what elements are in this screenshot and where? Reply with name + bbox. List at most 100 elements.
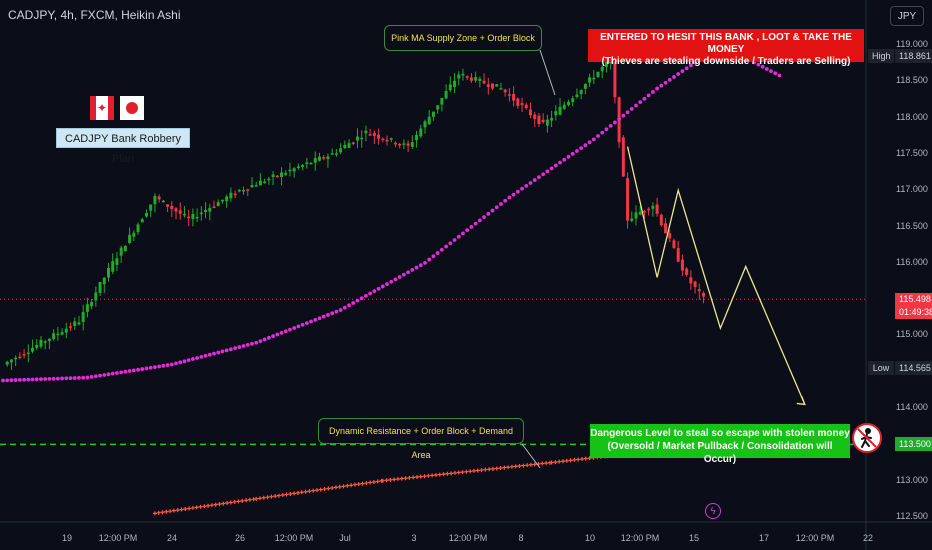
candle-body: [267, 178, 271, 181]
lower-ma-mark: [360, 481, 365, 486]
lower-ma-mark: [240, 498, 245, 503]
candle-body: [368, 134, 372, 136]
time-tick-label: 12:00 PM: [795, 533, 835, 543]
pink-ma-dot: [81, 375, 86, 380]
lower-ma-mark: [171, 508, 176, 513]
pink-ma-dot: [338, 308, 343, 312]
pink-ma-dot: [186, 358, 191, 363]
logo-icon[interactable]: ϟ: [705, 503, 721, 519]
candle-body: [524, 104, 528, 109]
candle-body: [415, 134, 419, 141]
lower-ma-mark: [422, 474, 427, 479]
lower-ma-mark: [418, 474, 423, 479]
pink-ma-dot: [608, 123, 613, 128]
lower-ma-mark: [217, 502, 222, 507]
pink-ma-dot: [258, 339, 263, 343]
lower-ma-mark: [549, 460, 554, 465]
lower-ma-mark: [426, 473, 431, 478]
candle-body: [47, 338, 51, 341]
lower-ma-mark: [326, 486, 331, 491]
candle-body: [182, 213, 186, 216]
candle-body: [343, 144, 347, 149]
candle-body: [136, 224, 140, 233]
lower-ma-mark: [265, 495, 270, 500]
pink-ma-dot: [245, 343, 250, 347]
plan-label: CADJPY Bank Robbery Plan: [56, 128, 190, 165]
pink-ma-dot: [47, 376, 52, 381]
candle-body: [26, 352, 30, 355]
lower-ma-mark: [322, 487, 327, 492]
pink-ma-dot: [321, 314, 326, 319]
candle-body: [697, 289, 701, 292]
candle-body: [305, 162, 309, 165]
time-tick-label: 8: [518, 533, 524, 543]
candle-body: [453, 80, 457, 88]
dynamic-resistance-annotation: Dynamic Resistance + Order Block + Deman…: [318, 418, 524, 460]
pink-ma-dot: [553, 163, 558, 168]
pink-ma-dot: [524, 183, 529, 188]
danger-level-annotation: Dangerous Level to steal so escape with …: [590, 424, 850, 465]
candle-body: [178, 210, 182, 214]
lower-ma-mark: [221, 501, 226, 506]
lower-ma-mark: [247, 497, 252, 502]
currency-button[interactable]: JPY: [890, 6, 924, 26]
candle-body: [166, 204, 170, 207]
price-tick-label: 115.000: [896, 329, 928, 340]
candle-body: [191, 214, 195, 220]
candle-body: [216, 202, 220, 207]
lower-ma-mark: [236, 499, 241, 504]
pink-ma-dot: [178, 360, 183, 365]
pink-ma-dot: [490, 208, 495, 213]
pink-ma-dot: [207, 352, 212, 357]
lower-ma-mark: [471, 468, 476, 473]
candle-body: [410, 142, 414, 147]
lower-ma-mark: [395, 477, 400, 482]
candle-body: [486, 84, 490, 88]
lower-ma-mark: [540, 461, 545, 466]
pink-ma-dot: [64, 376, 69, 381]
pink-ma-dot: [680, 69, 685, 74]
candle-body: [115, 258, 119, 265]
candle-body: [604, 61, 608, 67]
lower-ma-mark: [517, 463, 522, 468]
lower-ma-mark: [183, 507, 188, 512]
lower-ma-mark: [407, 475, 412, 480]
lower-ma-mark: [528, 462, 533, 467]
pink-ma-dot: [250, 341, 254, 346]
pink-ma-dot: [456, 234, 461, 239]
pink-ma-dot: [621, 113, 626, 118]
lower-ma-mark: [202, 504, 207, 509]
candle-body: [689, 277, 693, 284]
pink-ma-dot: [26, 377, 31, 382]
candle-body: [427, 116, 431, 125]
lower-ma-mark: [509, 464, 514, 469]
lower-ma-mark: [568, 458, 573, 463]
pink-ma-dot: [72, 376, 77, 380]
candle-body: [499, 88, 503, 90]
lower-ma-mark: [337, 484, 342, 489]
low-value: 114.565: [895, 361, 932, 375]
candle-body: [149, 204, 153, 211]
pink-ma-dot: [448, 241, 453, 246]
lower-ma-mark: [311, 488, 316, 493]
pink-ma-dot: [629, 107, 634, 111]
lower-ma-mark: [307, 489, 312, 494]
lower-ma-mark: [403, 476, 408, 481]
pink-ma-dot: [435, 251, 440, 255]
candle-body: [52, 333, 56, 340]
lower-ma-mark: [295, 490, 300, 495]
price-tick-label: 118.000: [896, 111, 928, 122]
pink-ma-dot: [157, 364, 162, 369]
pink-ma-dot: [575, 149, 579, 153]
pink-ma-dot: [549, 166, 554, 171]
candle-body: [208, 207, 212, 212]
pink-ma-dot: [486, 211, 491, 216]
candle-body: [229, 192, 233, 199]
pink-ma-dot: [153, 365, 157, 370]
lower-ma-mark: [179, 507, 184, 512]
candle-body: [187, 216, 191, 219]
pink-ma-dot: [330, 311, 335, 316]
candle-body: [389, 138, 393, 140]
pink-ma-dot: [482, 215, 486, 219]
